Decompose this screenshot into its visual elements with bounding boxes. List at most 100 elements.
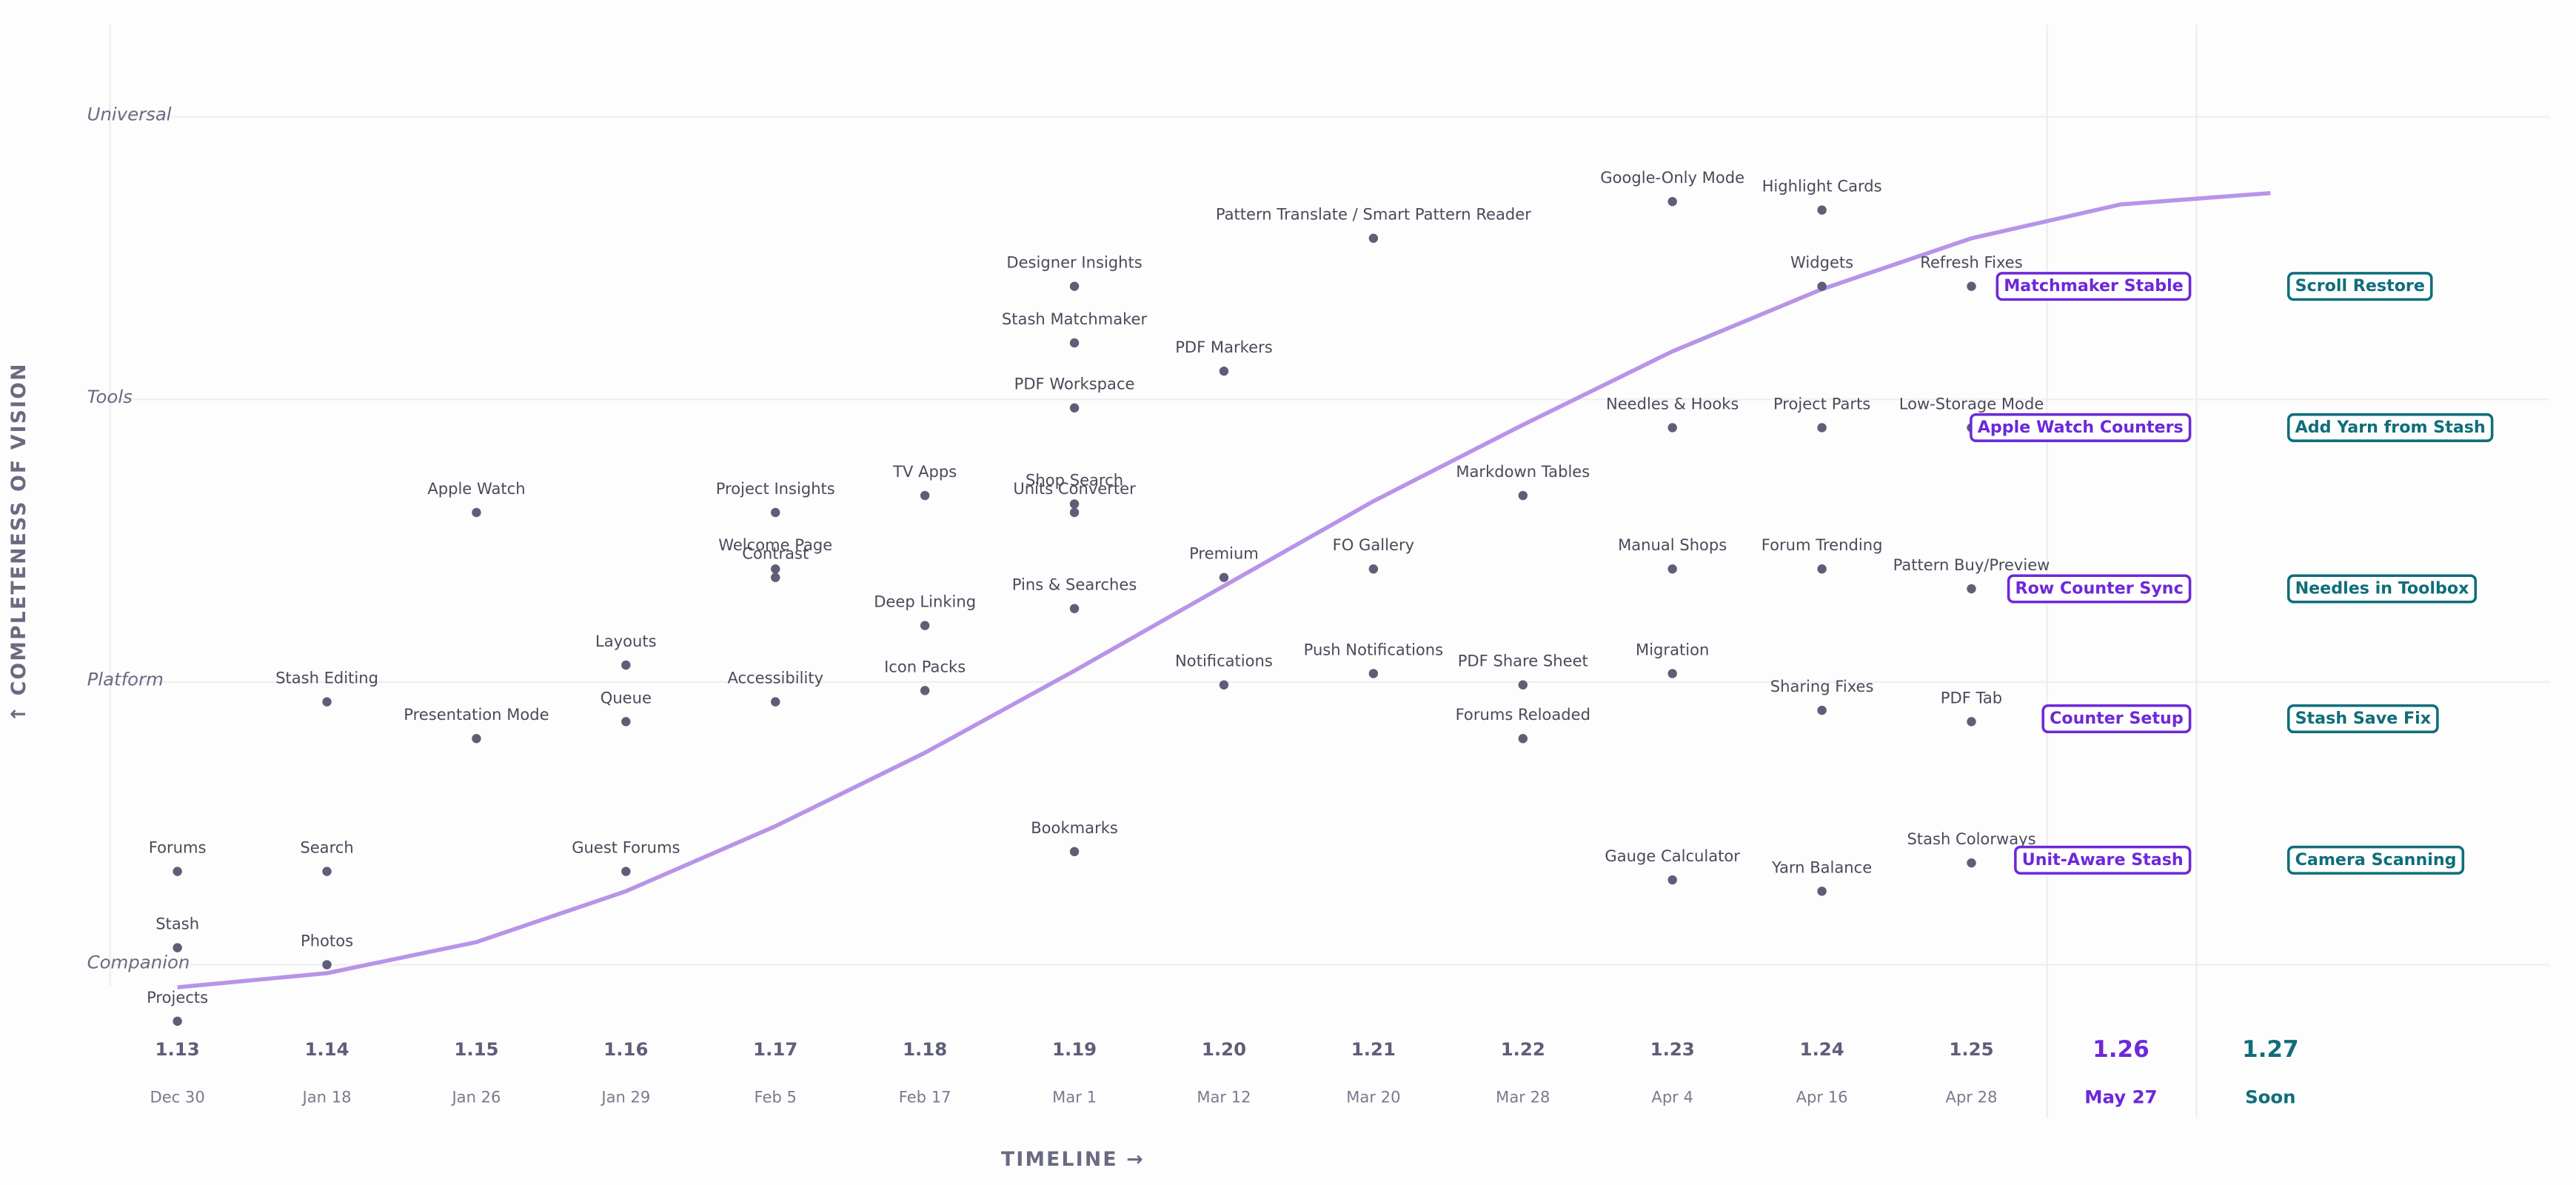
feature-dot xyxy=(1817,205,1827,215)
date-label: Jan 29 xyxy=(600,1087,650,1106)
date-label: Jan 18 xyxy=(301,1087,352,1106)
feature-dot xyxy=(1967,281,1976,291)
feature-dot xyxy=(1667,564,1677,574)
feature-box xyxy=(1970,413,2192,442)
feature-dot xyxy=(1518,680,1528,690)
version-label: 1.19 xyxy=(1052,1038,1097,1060)
feature-label: Guest Forums xyxy=(572,838,680,857)
feature-dot xyxy=(920,621,930,630)
feature-dot xyxy=(1069,604,1080,613)
feature-dot xyxy=(322,960,332,969)
version-label: 1.26 xyxy=(2092,1036,2150,1063)
feature-label: Stash Colorways xyxy=(1907,830,2035,848)
version-label: 1.13 xyxy=(155,1038,200,1060)
feature-dot xyxy=(1967,584,1976,594)
feature-dot xyxy=(1069,507,1080,518)
version-label: 1.22 xyxy=(1501,1038,1545,1060)
feature-label: Presentation Mode xyxy=(404,705,549,724)
feature-label: Accessibility xyxy=(727,669,823,687)
feature-dot xyxy=(1667,875,1677,885)
feature-label: Project Parts xyxy=(1773,394,1870,413)
version-label: 1.23 xyxy=(1650,1038,1695,1060)
feature-label: Stash Save Fix xyxy=(2295,709,2431,728)
feature-label: Refresh Fixes xyxy=(1920,253,2022,272)
feature-label: Pattern Buy/Preview xyxy=(1893,555,2050,574)
feature-label: Add Yarn from Stash xyxy=(2295,418,2486,437)
feature-label: Markdown Tables xyxy=(1456,462,1590,481)
feature-dot xyxy=(1817,564,1827,574)
feature-dot xyxy=(771,507,780,518)
feature-label: Layouts xyxy=(595,632,657,650)
feature-dot xyxy=(771,573,780,582)
version-label: 1.21 xyxy=(1351,1038,1396,1060)
version-label: 1.14 xyxy=(304,1038,349,1060)
date-label: Dec 30 xyxy=(150,1087,204,1106)
feature-dot xyxy=(1219,680,1229,690)
feature-dot xyxy=(322,697,332,707)
date-label: Feb 5 xyxy=(755,1087,797,1106)
feature-dot xyxy=(472,734,481,744)
feature-dot xyxy=(173,943,182,952)
y-axis-title: ↑ COMPLETENESS OF VISION xyxy=(7,362,30,722)
date-label: Feb 17 xyxy=(899,1087,951,1106)
date-label: Mar 12 xyxy=(1197,1087,1251,1106)
feature-label: Highlight Cards xyxy=(1762,177,1882,196)
version-label: 1.17 xyxy=(753,1038,797,1060)
feature-label: Counter Setup xyxy=(2050,709,2184,728)
feature-dot xyxy=(1518,490,1528,501)
date-label: Soon xyxy=(2245,1086,2295,1107)
feature-dot xyxy=(1069,281,1080,291)
feature-label: Sharing Fixes xyxy=(1770,677,1874,695)
feature-dot xyxy=(173,867,182,876)
feature-dot xyxy=(1069,499,1080,509)
version-label: 1.20 xyxy=(1202,1038,1246,1060)
feature-label: Shop Search xyxy=(1026,470,1123,489)
feature-box xyxy=(2014,845,2192,875)
feature-dot xyxy=(1667,669,1677,678)
feature-label: Low-Storage Mode xyxy=(1899,394,2044,413)
version-label: 1.25 xyxy=(1949,1038,1993,1060)
feature-dot xyxy=(1518,734,1528,744)
feature-dot xyxy=(173,1016,182,1027)
feature-label: Camera Scanning xyxy=(2295,850,2457,869)
feature-label: Premium xyxy=(1189,544,1259,563)
feature-label: Google-Only Mode xyxy=(1600,168,1744,187)
y-tick-label: Platform xyxy=(87,669,164,690)
feature-dot xyxy=(771,564,780,574)
version-label: 1.16 xyxy=(603,1038,648,1060)
feature-box xyxy=(2007,574,2192,604)
feature-label: Photos xyxy=(301,931,353,949)
feature-label: Contrast xyxy=(742,544,809,563)
feature-box xyxy=(1995,272,2192,301)
feature-label: Apple Watch xyxy=(427,479,525,498)
feature-dot xyxy=(1817,705,1827,715)
feature-dot xyxy=(1667,196,1677,207)
feature-dot xyxy=(1069,847,1080,857)
feature-dot xyxy=(920,490,930,501)
feature-label: Notifications xyxy=(1175,652,1273,670)
feature-dot xyxy=(1069,338,1080,348)
feature-label: PDF Markers xyxy=(1175,338,1273,356)
vision-curve xyxy=(177,190,2271,989)
feature-label: Pins & Searches xyxy=(1012,575,1137,594)
feature-box xyxy=(2286,574,2478,604)
feature-dot xyxy=(1817,887,1827,896)
feature-label: Icon Packs xyxy=(884,657,966,675)
feature-label: Pattern Translate / Smart Pattern Reader xyxy=(1216,205,1531,224)
feature-label: Forums xyxy=(149,838,207,857)
feature-label: Bookmarks xyxy=(1031,818,1118,837)
feature-dot xyxy=(1368,669,1379,678)
feature-label: Manual Shops xyxy=(1618,535,1727,554)
feature-dot xyxy=(1368,233,1379,243)
feature-label: Stash Matchmaker xyxy=(1002,310,1148,328)
feature-label: TV Apps xyxy=(892,462,957,481)
date-label: Apr 4 xyxy=(1651,1087,1693,1106)
feature-label: Units Converter xyxy=(1013,479,1136,498)
feature-label: Forums Reloaded xyxy=(1456,705,1590,724)
feature-label: Queue xyxy=(600,688,652,707)
feature-label: Yarn Balance xyxy=(1771,858,1872,876)
y-tick-label: Tools xyxy=(87,386,133,407)
version-label: 1.18 xyxy=(903,1038,947,1060)
date-label: Apr 28 xyxy=(1946,1087,1998,1106)
feature-label: Stash xyxy=(155,915,199,933)
